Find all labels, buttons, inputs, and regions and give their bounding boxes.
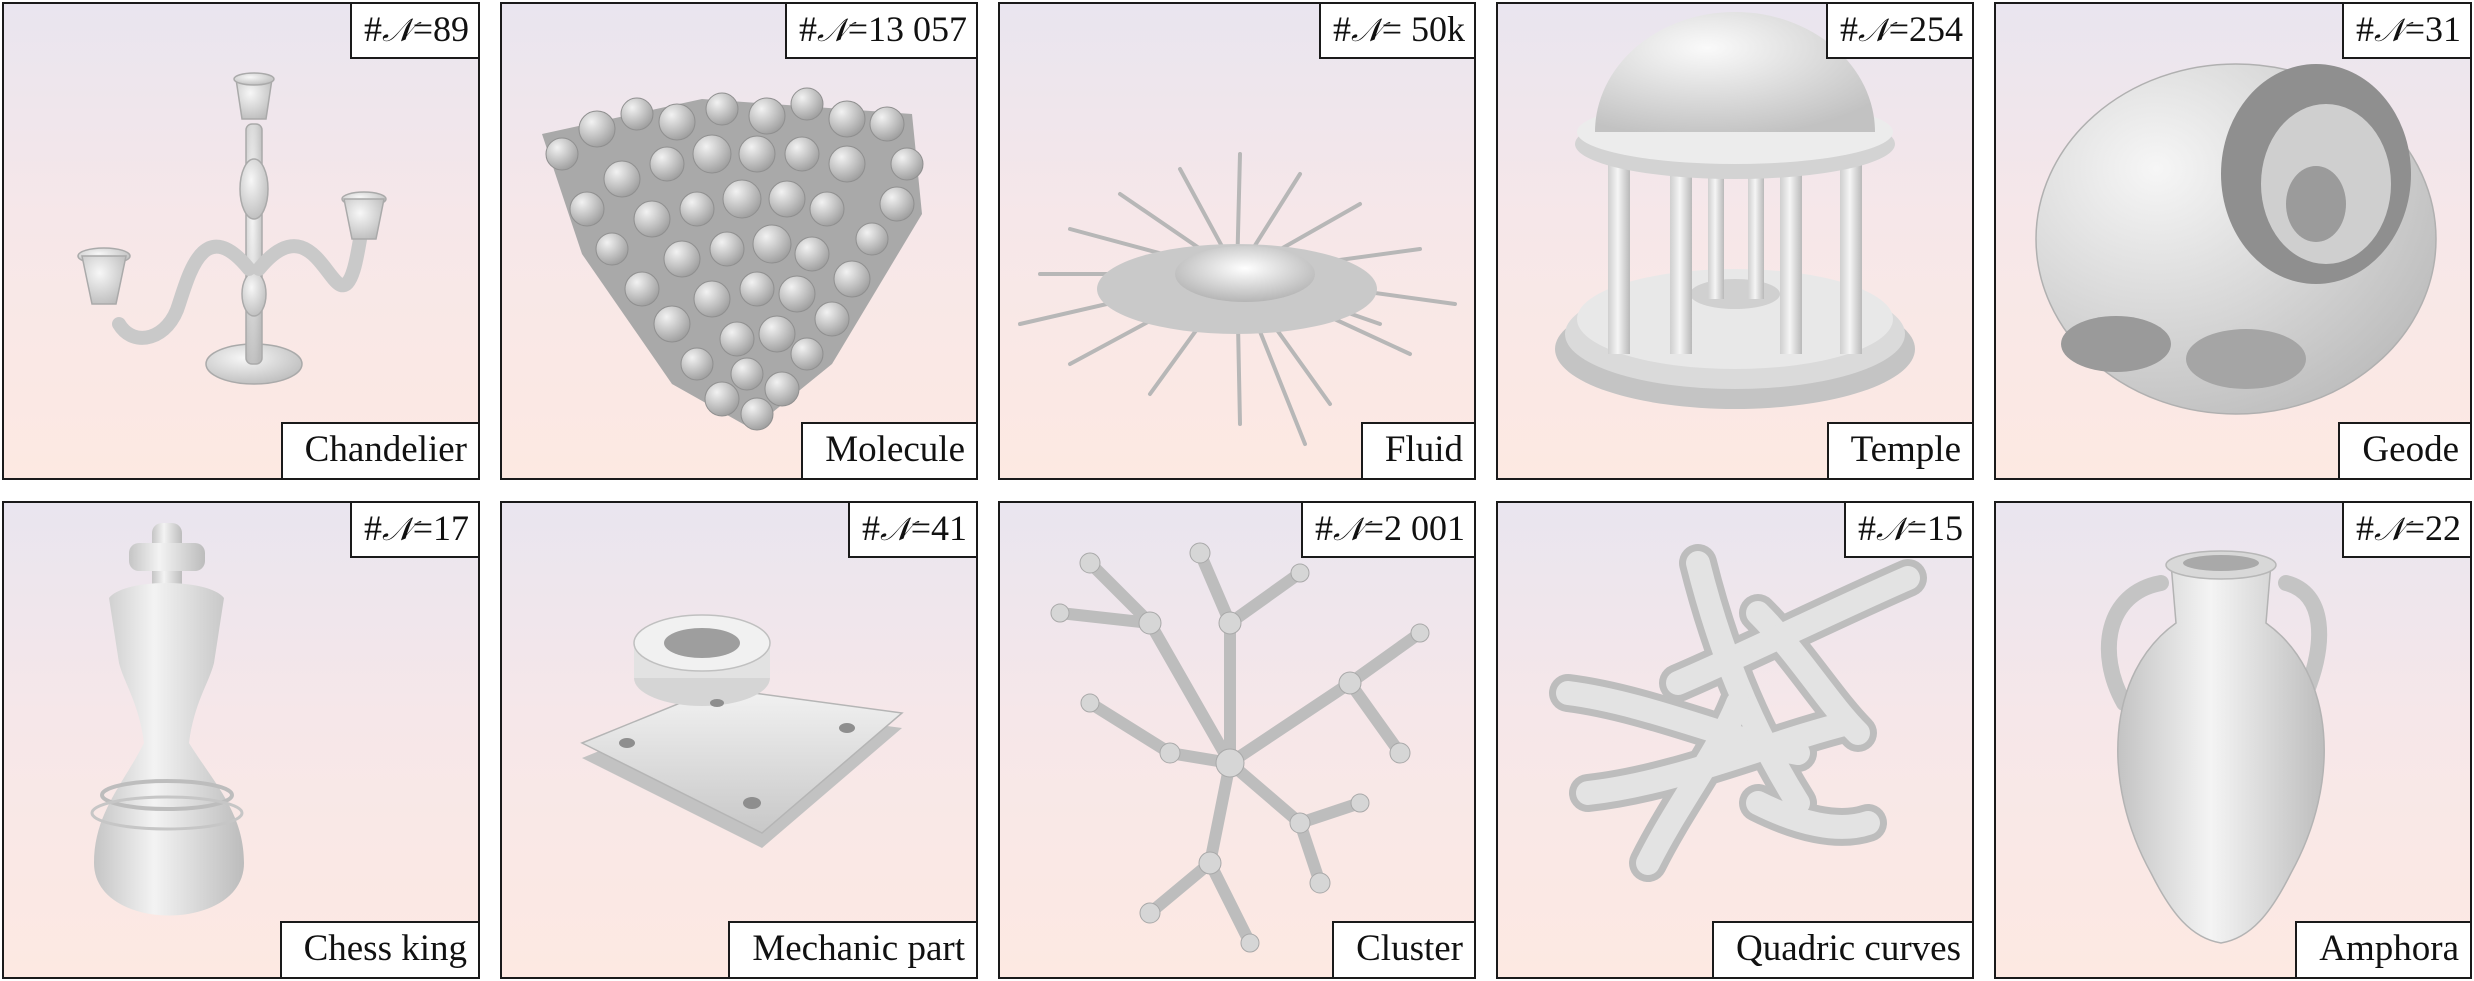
panel-temple: #𝒩=254 Temple [1496,2,1974,480]
model-name-label: Fluid [1360,422,1474,478]
chandelier-render [77,72,387,385]
panel-chandelier: #𝒩=89 Chandelier [2,2,480,480]
temple-render [1555,12,1915,409]
model-name-label: Temple [1826,422,1972,478]
model-name-label: Quadric curves [1712,921,1972,977]
element-count-label: #𝒩=22 [2342,503,2470,558]
molecule-render [542,87,924,431]
amphora-render [2100,550,2328,944]
element-count-label: #𝒩=13 057 [785,4,976,59]
model-name-label: Molecule [801,422,976,478]
panel-fluid: #𝒩= 50k Fluid [998,2,1476,480]
panel-mechanic-part: #𝒩=41 Mechanic part [500,501,978,979]
element-count-label: #𝒩=2 001 [1301,503,1474,558]
geode-render [2035,63,2437,415]
element-count-label: #𝒩=89 [350,4,478,59]
element-count-label: #𝒩=15 [1844,503,1972,558]
mechanic-part-render [580,614,904,848]
chess-king-render [90,523,244,916]
element-count-label: #𝒩=17 [350,503,478,558]
fluid-render [1018,152,1457,446]
element-count-label: #𝒩=31 [2342,4,2470,59]
element-count-label: #𝒩= 50k [1319,4,1474,59]
model-name-label: Mechanic part [728,921,976,977]
model-name-label: Amphora [2295,921,2470,977]
quadric-curves-render [1549,544,1927,882]
model-name-label: Cluster [1332,921,1474,977]
element-count-label: #𝒩=254 [1826,4,1972,59]
cluster-render [1050,542,1430,953]
element-count-label: #𝒩=41 [848,503,976,558]
model-name-label: Geode [2338,422,2470,478]
panel-geode: #𝒩=31 Geode [1994,2,2472,480]
panel-amphora: #𝒩=22 Amphora [1994,501,2472,979]
panel-molecule: #𝒩=13 057 Molecule [500,2,978,480]
panel-cluster: #𝒩=2 001 Cluster [998,501,1476,979]
model-name-label: Chess king [279,921,478,977]
model-name-label: Chandelier [280,422,478,478]
panel-chess-king: #𝒩=17 Chess king [2,501,480,979]
panel-quadric-curves: #𝒩=15 Quadric curves [1496,501,1974,979]
